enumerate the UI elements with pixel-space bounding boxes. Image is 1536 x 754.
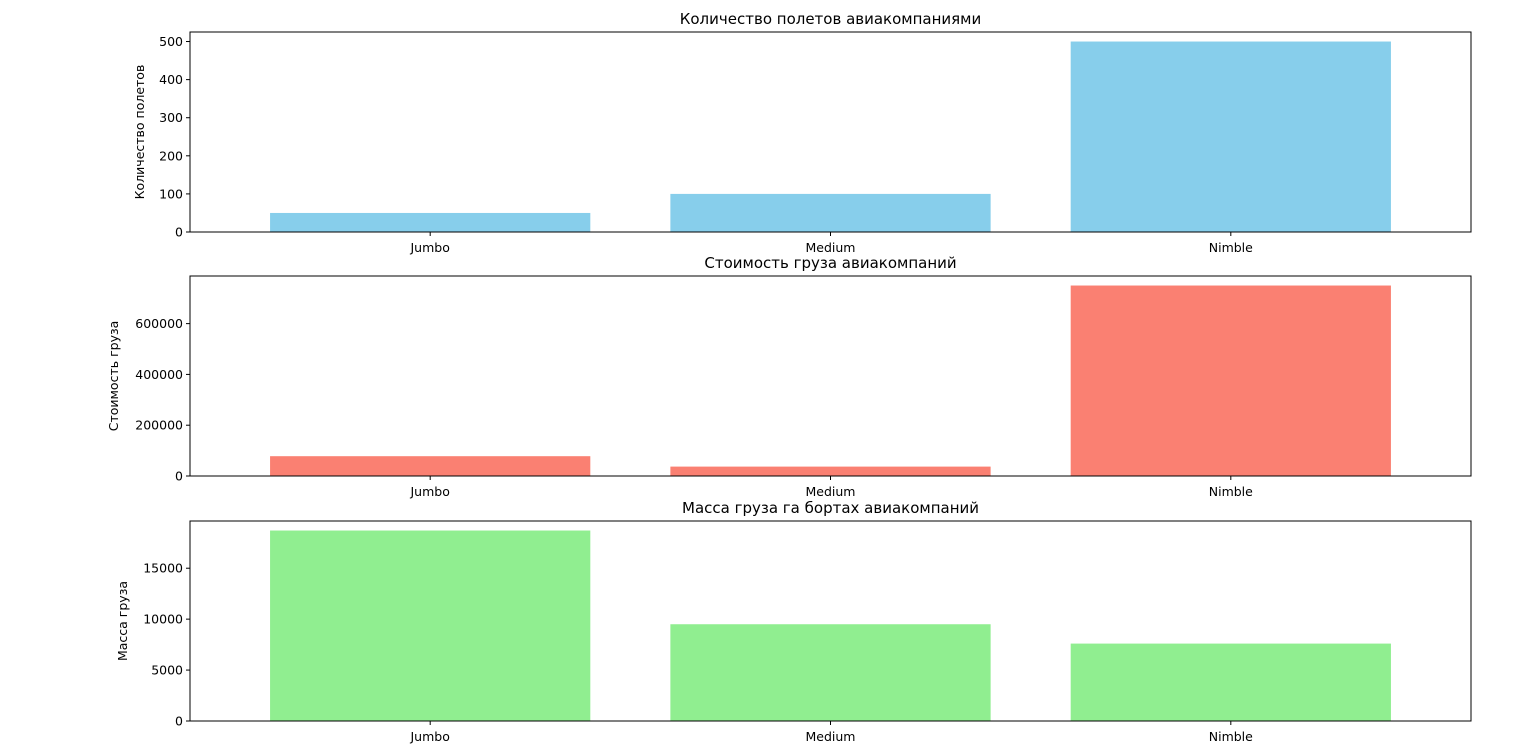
bar-nimble	[1070, 285, 1391, 476]
y-tick-label: 0	[175, 714, 183, 729]
y-tick-label: 0	[175, 469, 183, 484]
bar-jumbo	[270, 530, 591, 721]
y-axis-label: Стоимость груза	[106, 321, 121, 432]
chart-title: Количество полетов авиакомпаниями	[680, 10, 982, 28]
y-tick-label: 400	[159, 72, 183, 87]
y-tick-label: 5000	[151, 663, 183, 678]
bar-medium	[670, 466, 991, 476]
x-tick-label: Jumbo	[410, 240, 450, 255]
bar-medium	[670, 193, 991, 232]
x-tick-label: Nimble	[1209, 729, 1253, 744]
x-tick-label: Nimble	[1209, 240, 1253, 255]
chart-panel-3: Jumbo Medium Nimble 0 5000 10000 15000 Масса гр…	[115, 499, 1472, 744]
y-axis-label: Количество полетов	[132, 65, 147, 200]
chart-panel-1: Jumbo Medium Nimble 0 100 200 300 400 500 Количес…	[132, 10, 1472, 255]
y-tick-label: 500	[159, 34, 183, 49]
chart-panel-2: Jumbo Medium Nimble 0 200000 400000 600000 Стои…	[106, 254, 1472, 499]
y-tick-label: 400000	[135, 367, 183, 382]
x-tick-label: Medium	[806, 729, 856, 744]
x-tick-label: Jumbo	[410, 729, 450, 744]
bar-nimble	[1070, 643, 1391, 721]
bar-jumbo	[270, 212, 591, 232]
chart-title: Стоимость груза авиакомпаний	[704, 254, 956, 272]
x-tick-label: Nimble	[1209, 484, 1253, 499]
x-tick-label: Medium	[806, 484, 856, 499]
y-tick-label: 200	[159, 148, 183, 163]
y-tick-label: 15000	[143, 561, 183, 576]
x-tick-label: Jumbo	[410, 484, 450, 499]
bar-nimble	[1070, 41, 1391, 233]
y-tick-label: 100	[159, 186, 183, 201]
y-tick-label: 10000	[143, 612, 183, 627]
bar-jumbo	[270, 456, 591, 476]
y-tick-label: 300	[159, 110, 183, 125]
y-tick-label: 600000	[135, 316, 183, 331]
y-tick-label: 0	[175, 225, 183, 240]
chart-title: Масса груза га бортах авиакомпаний	[682, 499, 979, 517]
y-axis-label: Масса груза	[115, 581, 130, 661]
y-tick-label: 200000	[135, 418, 183, 433]
x-tick-label: Medium	[806, 240, 856, 255]
bar-medium	[670, 624, 991, 721]
